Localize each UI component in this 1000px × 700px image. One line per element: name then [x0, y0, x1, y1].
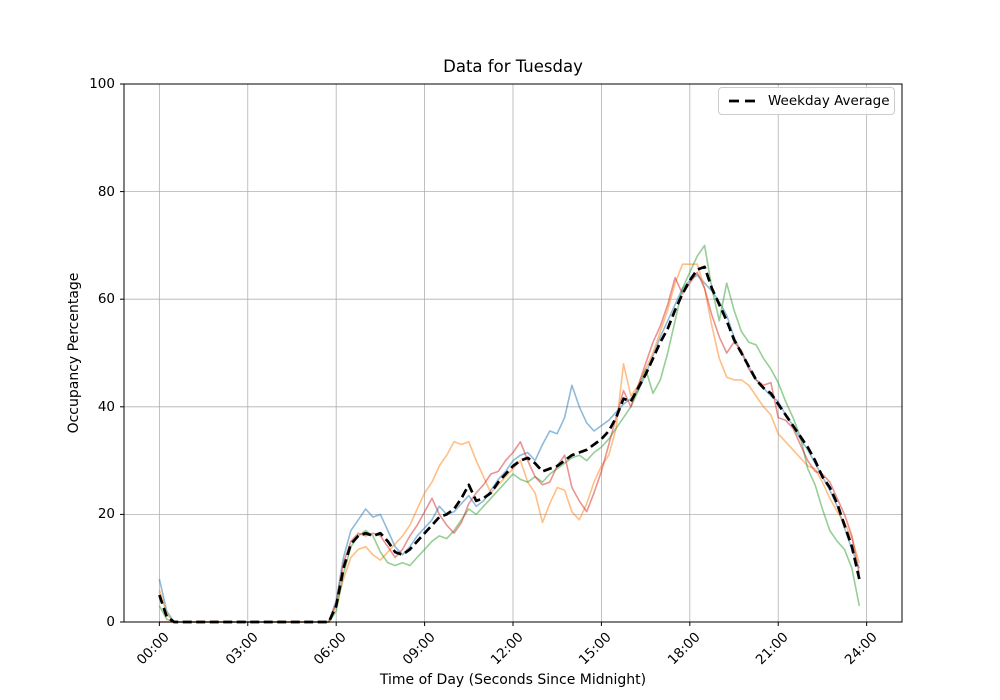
legend-label: Weekday Average: [768, 93, 890, 109]
y-tick-label: 80: [97, 183, 115, 200]
y-tick-label: 60: [97, 291, 115, 308]
y-tick-label: 0: [106, 614, 115, 630]
y-tick-label: 100: [89, 76, 115, 92]
series-line-2: [158, 263, 861, 623]
legend-dashed-line-icon: [729, 99, 758, 103]
x-axis-label: Time of Day (Seconds Since Midnight): [379, 672, 647, 688]
y-tick-label: 40: [97, 398, 115, 415]
series-line-1: [158, 274, 861, 623]
y-tick-label: 20: [97, 506, 115, 523]
average-line: [158, 265, 861, 624]
y-axis-label: Occupancy Percentage: [66, 272, 82, 434]
series-line-3: [158, 244, 861, 623]
series-line-4: [159, 271, 861, 623]
legend: Weekday Average: [718, 87, 895, 115]
chart-title: Data for Tuesday: [443, 57, 583, 76]
